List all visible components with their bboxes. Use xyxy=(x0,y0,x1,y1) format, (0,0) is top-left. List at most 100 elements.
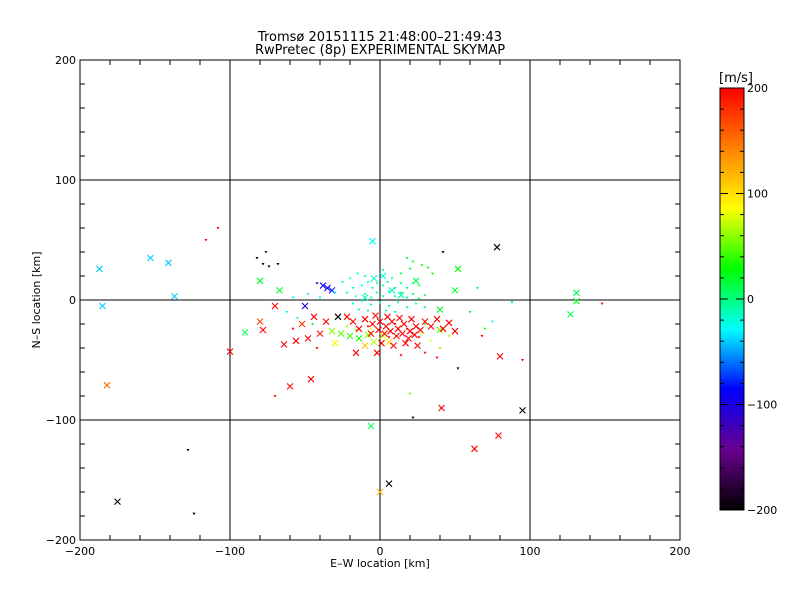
data-point-cross xyxy=(375,326,382,334)
x-tick-label: 100 xyxy=(520,545,541,558)
data-point-cross xyxy=(387,327,394,335)
data-point-cross xyxy=(519,407,526,414)
data-point-dot xyxy=(420,332,424,336)
data-point-dot xyxy=(345,325,349,328)
y-tick-labels: −200 −100 0 100 200 xyxy=(46,54,76,547)
x-tick-label: −200 xyxy=(65,545,95,558)
data-point-dot xyxy=(384,309,388,313)
data-point-dot xyxy=(311,323,314,326)
data-point-dot xyxy=(318,296,322,300)
colorbar-tick-label: 200 xyxy=(747,82,768,95)
data-point-cross xyxy=(147,254,154,262)
data-point-dot xyxy=(393,295,397,298)
data-point-dot xyxy=(417,297,421,301)
data-point-dot xyxy=(369,303,373,307)
data-point-dot xyxy=(378,301,382,304)
data-point-dot xyxy=(366,325,370,328)
y-tick-label: 100 xyxy=(55,174,76,187)
data-point-dot xyxy=(438,347,442,350)
data-point-dot xyxy=(423,351,427,355)
data-point-dot xyxy=(396,301,400,304)
data-point-dot xyxy=(426,266,430,270)
data-point-cross xyxy=(411,331,418,339)
data-point-dot xyxy=(510,301,514,304)
data-point-cross xyxy=(343,313,351,321)
data-point-dot xyxy=(381,295,385,298)
data-point-cross xyxy=(328,327,336,335)
data-point-dot xyxy=(333,291,337,295)
data-point-cross xyxy=(385,338,393,346)
data-point-cross xyxy=(367,330,375,337)
data-point-cross xyxy=(376,488,384,496)
data-point-dot xyxy=(264,251,268,254)
data-point-cross xyxy=(96,265,103,273)
data-point-dot xyxy=(423,323,427,326)
data-point-dot xyxy=(354,329,358,332)
data-point-cross xyxy=(369,320,376,328)
data-point-dot xyxy=(381,284,385,288)
data-point-cross xyxy=(385,480,393,487)
plot-frame xyxy=(79,59,681,541)
data-point-cross xyxy=(324,284,331,292)
data-point-cross xyxy=(226,348,234,355)
data-point-cross xyxy=(381,330,388,337)
y-axis-label: N–S location [km] xyxy=(30,251,43,348)
data-point-cross xyxy=(334,313,342,321)
colorbar-tick-label: 0 xyxy=(747,293,754,306)
grid-lines xyxy=(80,60,680,540)
data-point-dot xyxy=(356,272,359,276)
data-point-dot xyxy=(386,281,389,284)
data-point-dot xyxy=(423,306,427,309)
data-point-cross xyxy=(352,349,360,357)
data-point-cross xyxy=(388,287,396,294)
data-point-dot xyxy=(296,317,299,320)
data-point-dot xyxy=(411,416,415,420)
data-point-dot xyxy=(366,309,370,313)
data-point-dot xyxy=(315,347,319,350)
data-point-dot xyxy=(369,327,373,331)
data-point-cross xyxy=(400,320,408,328)
data-point-dot xyxy=(405,327,409,331)
data-point-dot xyxy=(369,296,373,300)
data-point-cross xyxy=(337,330,345,337)
chart-subtitle: RwPretec (8p) EXPERIMENTAL SKYMAP xyxy=(255,43,505,58)
data-point-dot xyxy=(375,291,379,295)
y-tick-label: −200 xyxy=(46,534,76,547)
data-point-cross xyxy=(292,337,300,345)
data-point-cross xyxy=(421,318,429,325)
data-point-cross xyxy=(384,313,391,321)
data-point-cross xyxy=(331,339,339,347)
data-point-dot xyxy=(423,294,427,297)
data-point-dot xyxy=(405,306,409,309)
data-point-dot xyxy=(390,277,394,280)
data-point-dot xyxy=(393,311,397,314)
data-point-cross xyxy=(573,289,580,297)
data-point-dot xyxy=(405,287,409,290)
data-point-dot xyxy=(414,302,418,306)
data-points xyxy=(96,227,604,516)
data-point-dot xyxy=(357,308,361,312)
data-point-cross xyxy=(445,319,453,327)
data-point-cross xyxy=(316,330,324,337)
data-point-cross xyxy=(301,302,309,310)
data-point-dot xyxy=(363,293,367,296)
data-point-cross xyxy=(573,297,580,305)
data-point-cross xyxy=(369,237,376,245)
data-point-dot xyxy=(291,296,295,300)
data-point-dot xyxy=(399,282,403,285)
data-point-dot xyxy=(441,251,445,254)
data-point-dot xyxy=(348,277,352,280)
data-point-cross xyxy=(396,314,403,322)
data-point-cross xyxy=(372,312,379,319)
data-point-dot xyxy=(405,296,409,300)
data-point-cross xyxy=(280,341,288,348)
data-point-cross xyxy=(376,318,384,325)
data-point-dot xyxy=(291,327,295,331)
data-point-dot xyxy=(273,395,277,398)
data-point-cross xyxy=(276,287,283,294)
colorbar: [m/s] −200 −100 0 100 200 xyxy=(719,71,777,517)
data-point-dot xyxy=(204,239,208,242)
data-point-dot xyxy=(363,275,367,278)
data-point-dot xyxy=(186,449,190,452)
data-point-cross xyxy=(390,342,397,349)
